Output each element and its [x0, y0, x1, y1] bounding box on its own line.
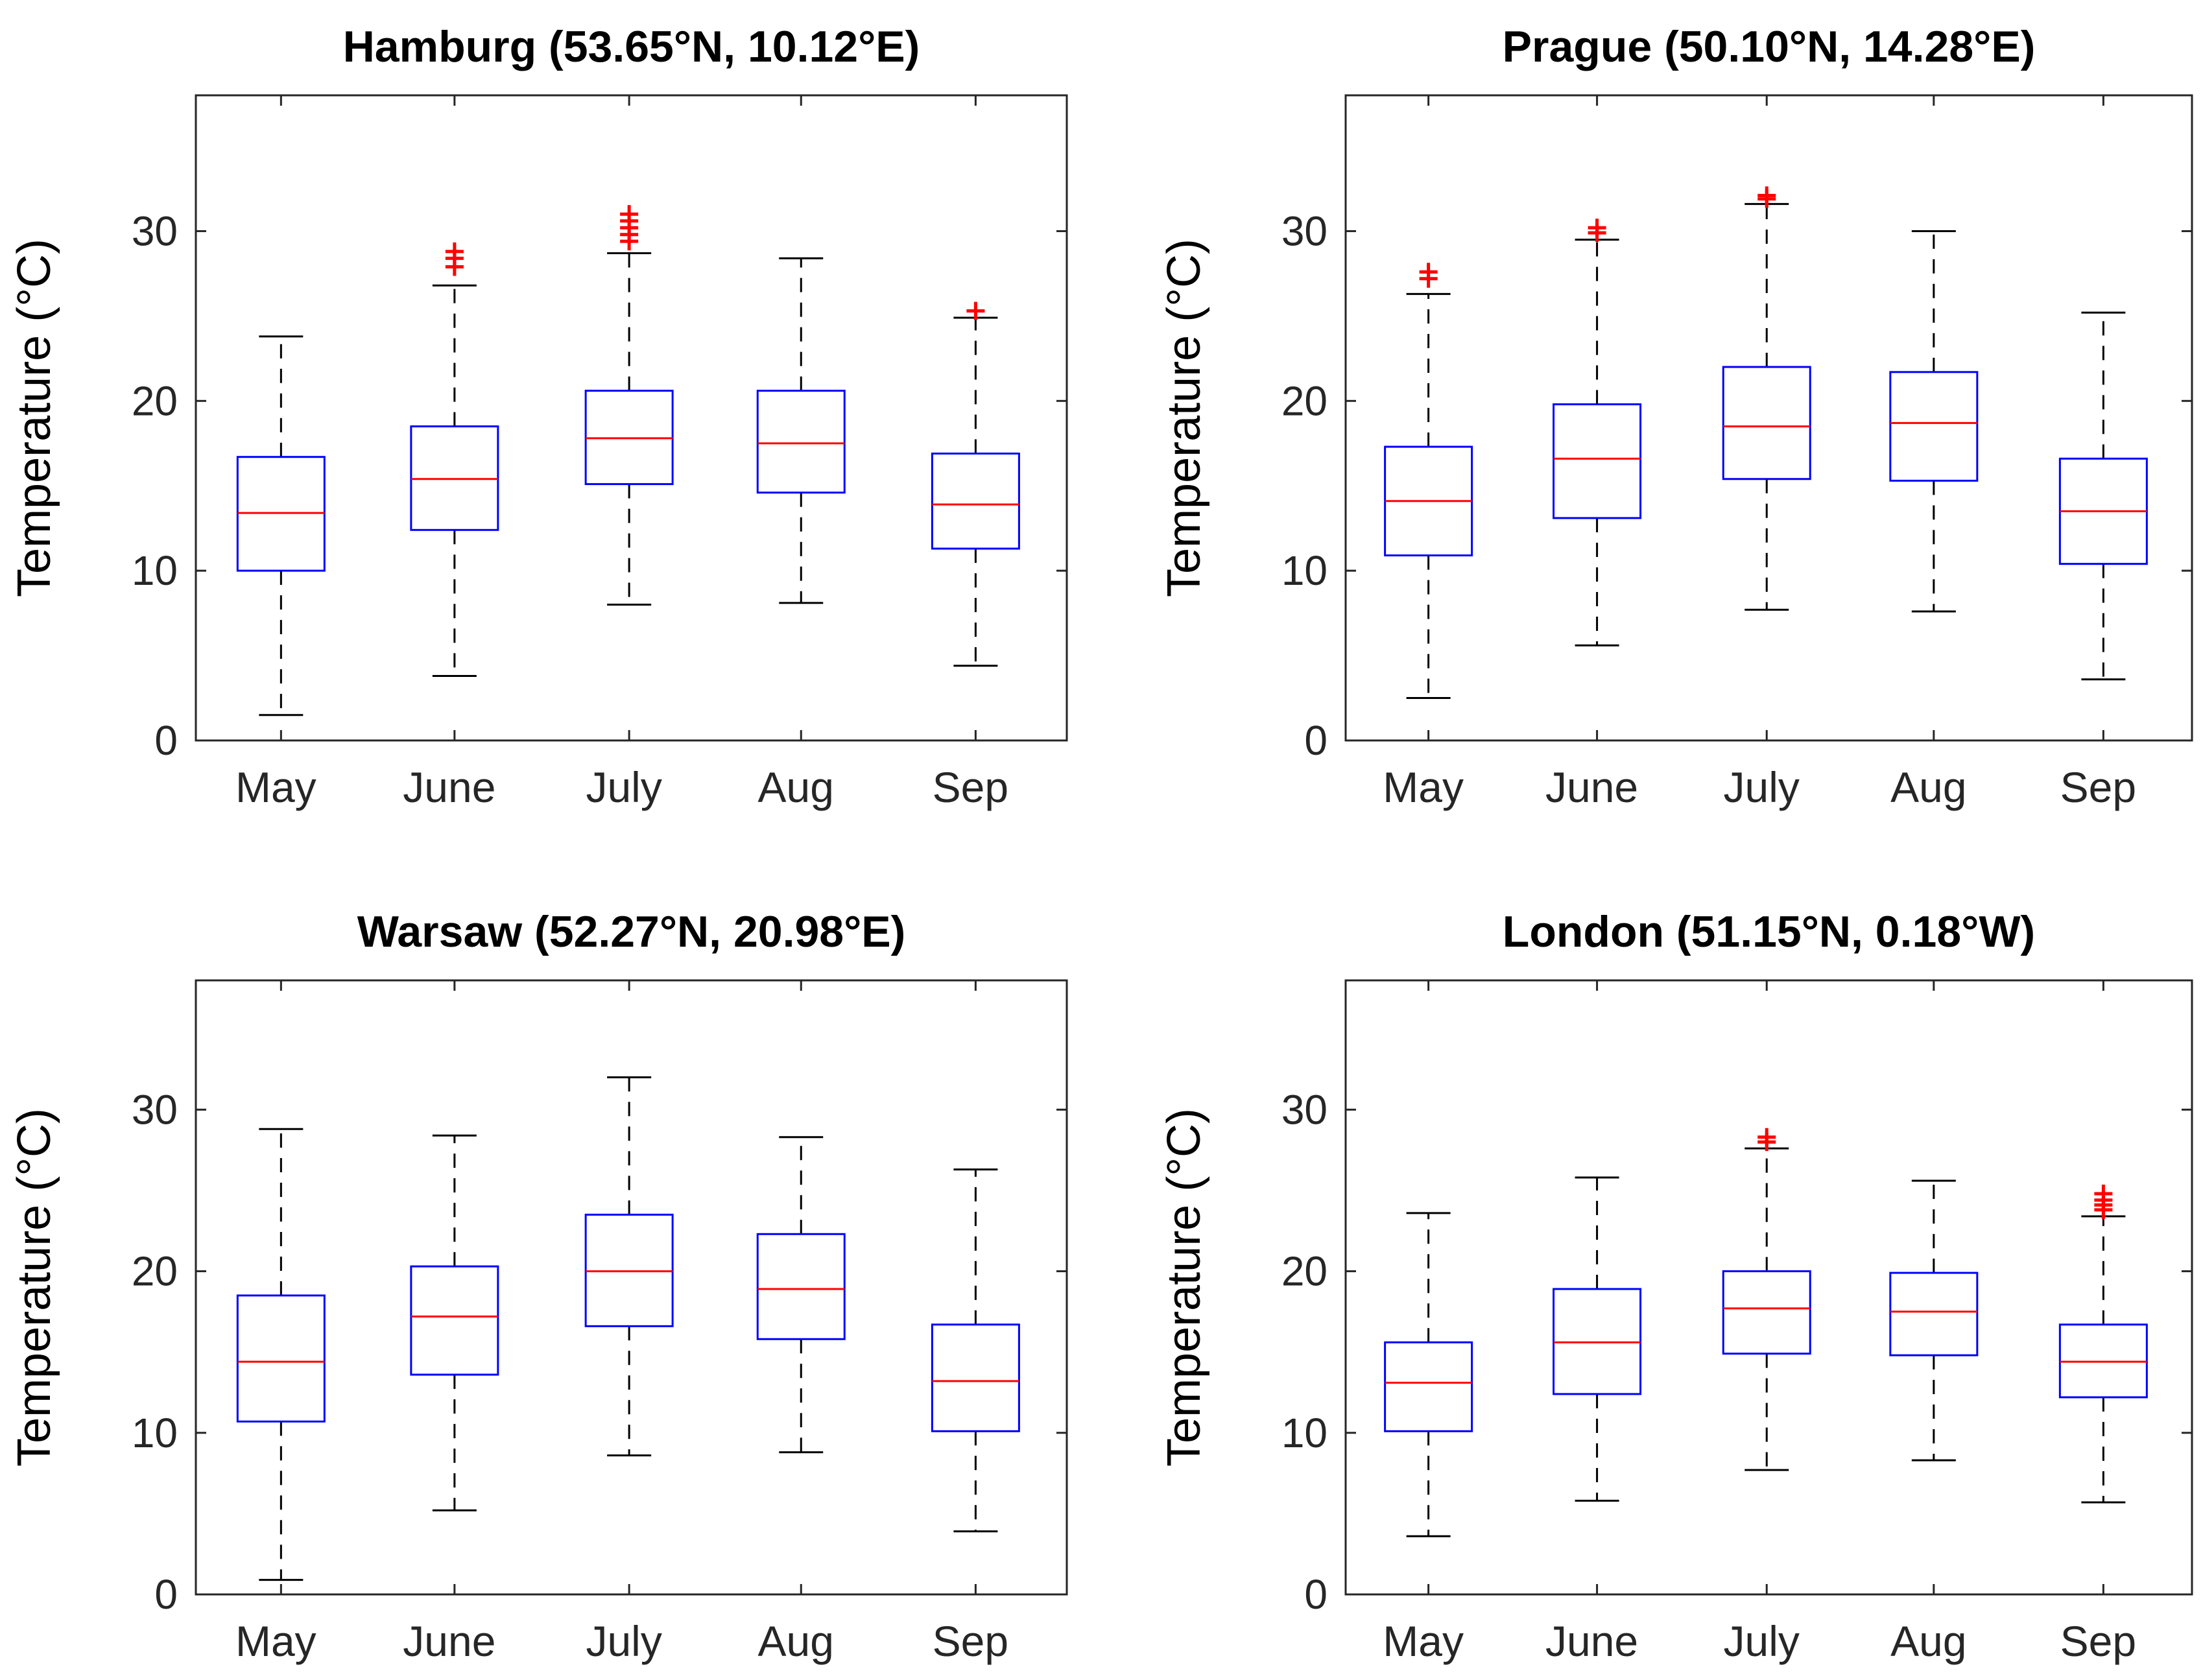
x-tick-label: June — [1545, 1617, 1638, 1665]
x-tick-label: July — [586, 763, 661, 811]
plot-frame — [195, 979, 1068, 1596]
x-tick-label: May — [1383, 1617, 1464, 1665]
chart-title: Hamburg (53.65°N, 10.12°E) — [343, 22, 920, 71]
iqr-box — [756, 390, 846, 494]
box-may — [236, 1128, 326, 1581]
outlier-marker — [966, 302, 985, 320]
outlier-marker — [2094, 1184, 2113, 1203]
iqr-box — [1889, 371, 1979, 482]
box-sep — [931, 1168, 1020, 1533]
x-tick-label: May — [235, 763, 316, 811]
box-july — [584, 205, 674, 606]
box-aug — [756, 257, 846, 604]
box-sep — [2058, 311, 2148, 681]
x-tick-label: June — [403, 763, 495, 811]
outlier-marker — [1419, 263, 1438, 281]
y-tick-label: 30 — [132, 1086, 178, 1133]
x-tick-label: May — [235, 1617, 316, 1665]
x-tick-label: June — [1545, 763, 1638, 811]
box-may — [1384, 1212, 1473, 1537]
box-june — [410, 242, 499, 677]
y-tick-label: 10 — [132, 547, 178, 594]
plot-frame — [1344, 979, 2193, 1596]
iqr-box — [756, 1233, 846, 1340]
y-tick-label: 30 — [1281, 207, 1328, 254]
x-tick-label: June — [403, 1617, 495, 1665]
y-tick-label: 0 — [154, 1571, 178, 1618]
chart-title: Warsaw (52.27°N, 20.98°E) — [357, 907, 906, 956]
chart-title: Prague (50.10°N, 14.28°E) — [1503, 22, 2036, 71]
box-sep — [2058, 1184, 2148, 1504]
y-tick-label: 10 — [132, 1410, 178, 1456]
y-tick-label: 20 — [132, 377, 178, 424]
chart-panel-1: Hamburg (53.65°N, 10.12°E) Temperature (°… — [8, 22, 1068, 811]
x-tick-label: July — [586, 1617, 661, 1665]
box-june — [1553, 1176, 1642, 1502]
box-july — [1722, 186, 1811, 611]
y-tick-label: 20 — [1281, 377, 1328, 424]
x-tick-label: Aug — [758, 763, 834, 811]
y-axis-label: Temperature (°C) — [8, 239, 60, 597]
y-tick-label: 0 — [154, 717, 178, 764]
outlier-marker — [1757, 186, 1776, 205]
x-tick-label: Sep — [2060, 1617, 2136, 1665]
box-july — [584, 1076, 674, 1457]
y-tick-label: 30 — [1281, 1086, 1328, 1133]
x-tick-label: Aug — [1890, 763, 1966, 811]
x-tick-label: July — [1724, 1617, 1800, 1665]
outlier-marker — [1588, 219, 1606, 237]
chart-panel-2: Prague (50.10°N, 14.28°E) Temperature (°C… — [1158, 22, 2193, 811]
x-tick-label: Aug — [758, 1617, 834, 1665]
iqr-box — [931, 1323, 1020, 1432]
iqr-box — [1384, 1341, 1473, 1432]
iqr-box — [1722, 1270, 1811, 1355]
x-tick-label: Sep — [933, 1617, 1008, 1665]
y-axis-label: Temperature (°C) — [8, 1108, 60, 1467]
box-aug — [756, 1136, 846, 1454]
y-tick-label: 10 — [1281, 547, 1328, 594]
y-tick-label: 30 — [132, 207, 178, 254]
outlier-marker — [1757, 1128, 1776, 1146]
iqr-box — [931, 452, 1020, 550]
plot-frame — [1344, 94, 2193, 742]
y-tick-label: 0 — [1304, 717, 1328, 764]
box-june — [410, 1134, 499, 1511]
box-june — [1553, 219, 1642, 646]
chart-panel-4: London (51.15°N, 0.18°W) Temperature (°C)… — [1158, 907, 2193, 1665]
x-tick-label: May — [1383, 763, 1464, 811]
x-tick-label: Aug — [1890, 1617, 1966, 1665]
x-tick-label: July — [1724, 763, 1800, 811]
outlier-marker — [620, 205, 639, 224]
y-tick-label: 20 — [1281, 1248, 1328, 1295]
y-tick-label: 10 — [1281, 1410, 1328, 1456]
iqr-box — [1553, 403, 1642, 519]
chart-panel-3: Warsaw (52.27°N, 20.98°E) Temperature (°C… — [8, 907, 1068, 1665]
x-tick-label: Sep — [2060, 763, 2136, 811]
box-may — [236, 335, 326, 716]
box-july — [1722, 1128, 1811, 1471]
box-may — [1384, 263, 1473, 700]
y-tick-label: 0 — [1304, 1571, 1328, 1618]
box-sep — [931, 302, 1020, 667]
outlier-marker — [445, 242, 464, 261]
box-aug — [1889, 230, 1979, 613]
iqr-box — [1889, 1272, 1979, 1356]
y-axis-label: Temperature (°C) — [1158, 239, 1210, 597]
iqr-box — [236, 1294, 326, 1423]
chart-title: London (51.15°N, 0.18°W) — [1503, 907, 2035, 956]
y-axis-label: Temperature (°C) — [1158, 1108, 1210, 1467]
y-tick-label: 20 — [132, 1248, 178, 1295]
x-tick-label: Sep — [933, 763, 1008, 811]
box-aug — [1889, 1179, 1979, 1461]
iqr-box — [1722, 366, 1811, 480]
iqr-box — [410, 1265, 499, 1376]
plot-frame — [195, 94, 1068, 742]
